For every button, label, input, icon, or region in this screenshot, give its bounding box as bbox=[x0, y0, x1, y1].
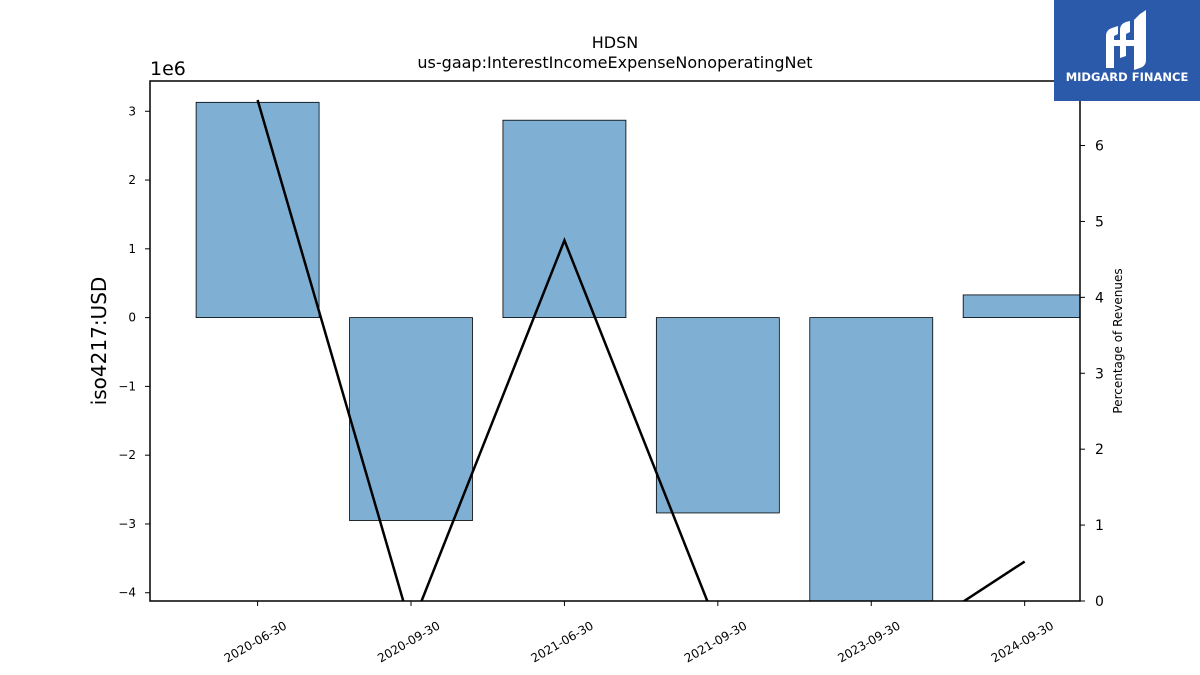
y-tick-label: 0 bbox=[128, 311, 136, 325]
bars-layer bbox=[195, 101, 1080, 601]
y-right-tick-label: 3 bbox=[1095, 366, 1104, 382]
y-axis-label: iso4217:USD bbox=[87, 277, 111, 406]
bar-2020-09-30 bbox=[349, 317, 473, 521]
y-offset-label: 1e6 bbox=[150, 58, 186, 80]
x-tick-label: 2023-09-30 bbox=[835, 618, 902, 665]
y-axis-label-right: Percentage of Revenues bbox=[1111, 268, 1125, 413]
y-tick-label: −3 bbox=[118, 517, 136, 531]
logo-background bbox=[1054, 0, 1200, 101]
x-tick-label: 2021-06-30 bbox=[529, 618, 596, 665]
y-tick-label: −2 bbox=[118, 448, 136, 462]
bar-2021-06-30 bbox=[502, 119, 627, 319]
y-right-tick-label: 4 bbox=[1095, 290, 1104, 306]
y-tick-label: 2 bbox=[128, 173, 136, 187]
x-tick-label: 2020-09-30 bbox=[375, 618, 442, 665]
plot-frame bbox=[149, 80, 1081, 602]
bar-2020-06-30 bbox=[195, 101, 320, 319]
line-layer bbox=[256, 99, 1026, 601]
y-tick-label: 3 bbox=[128, 104, 136, 118]
x-ticks: 2020-06-30 2020-09-30 2021-06-30 2021-09-30… bbox=[222, 601, 1056, 665]
chart-subtitle: us-gaap:InterestIncomeExpenseNonoperatin… bbox=[417, 53, 812, 72]
y-tick-label: −4 bbox=[118, 586, 136, 600]
chart-title: HDSN bbox=[592, 33, 638, 52]
y-right-tick-label: 6 bbox=[1095, 139, 1104, 155]
x-tick-label: 2024-09-30 bbox=[989, 618, 1056, 665]
y-ticks-right: 0 1 2 3 4 5 6 bbox=[1080, 139, 1104, 610]
y-right-tick-label: 1 bbox=[1095, 518, 1104, 534]
bar-2023-09-30 bbox=[809, 317, 934, 601]
x-tick-label: 2020-06-30 bbox=[222, 618, 289, 665]
ratio-line bbox=[256, 99, 1026, 601]
y-right-tick-label: 5 bbox=[1095, 214, 1104, 230]
y-ticks: −4 −3 −2 −1 0 1 2 3 bbox=[118, 104, 150, 600]
y-tick-label: 1 bbox=[128, 242, 136, 256]
bar-2021-09-30 bbox=[655, 317, 780, 514]
y-right-tick-label: 0 bbox=[1095, 594, 1104, 610]
logo-mark-icon bbox=[1106, 10, 1146, 70]
y-right-tick-label: 2 bbox=[1095, 442, 1104, 458]
bar-2024-09-30 bbox=[962, 294, 1080, 319]
logo-badge: MIDGARD FINANCE bbox=[1054, 0, 1200, 101]
y-tick-label: −1 bbox=[118, 379, 136, 393]
logo-text: MIDGARD FINANCE bbox=[1066, 70, 1189, 84]
x-tick-label: 2021-09-30 bbox=[682, 618, 749, 665]
